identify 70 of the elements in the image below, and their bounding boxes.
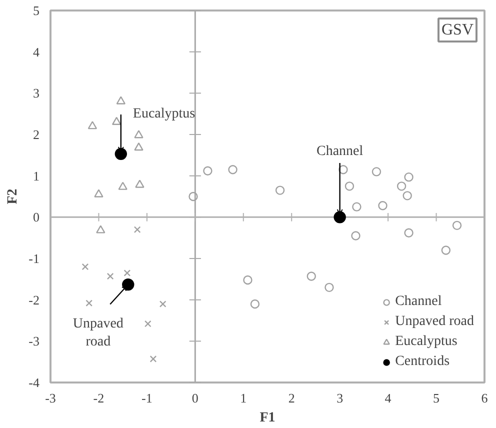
legend-label: Eucalyptus bbox=[395, 334, 458, 350]
point bbox=[144, 320, 152, 328]
point bbox=[452, 220, 462, 230]
point bbox=[441, 246, 451, 255]
point bbox=[378, 201, 388, 210]
point bbox=[188, 192, 198, 202]
point bbox=[150, 356, 157, 362]
y-tick-label: 1 bbox=[33, 168, 40, 184]
point bbox=[96, 225, 106, 234]
point bbox=[134, 130, 144, 138]
x-tick-label: 6 bbox=[481, 390, 488, 406]
point bbox=[82, 263, 89, 270]
point bbox=[112, 116, 122, 126]
x-tick-label: 1 bbox=[240, 390, 247, 406]
point bbox=[94, 189, 104, 198]
y-tick-label: 4 bbox=[33, 44, 40, 60]
legend-label: Unpaved road bbox=[395, 314, 474, 330]
point bbox=[122, 278, 134, 291]
point bbox=[159, 300, 166, 308]
point bbox=[114, 148, 128, 160]
x-tick-label: 5 bbox=[433, 390, 440, 406]
point bbox=[134, 142, 144, 151]
point bbox=[372, 167, 382, 176]
point bbox=[344, 182, 354, 191]
point bbox=[118, 182, 128, 190]
point bbox=[334, 211, 346, 224]
point bbox=[324, 282, 334, 292]
y-tick-label: -4 bbox=[28, 375, 40, 390]
x-tick-label: 3 bbox=[336, 390, 344, 406]
legend-label: Centroids bbox=[395, 354, 450, 370]
x-axis-title: F1 bbox=[260, 410, 276, 426]
legend-label: Channel bbox=[395, 294, 442, 310]
x-tick-label: -3 bbox=[45, 390, 56, 406]
y-tick-label: -2 bbox=[28, 292, 40, 308]
x-tick-label: -2 bbox=[93, 390, 104, 406]
point bbox=[243, 275, 252, 285]
annotation: Eucalyptus bbox=[132, 106, 196, 122]
point bbox=[134, 226, 141, 233]
point bbox=[404, 228, 414, 238]
x-tick-label: -1 bbox=[142, 390, 152, 406]
x-tick-label: 4 bbox=[384, 390, 392, 406]
annotation: Channel bbox=[316, 144, 364, 160]
y-tick-label: -3 bbox=[28, 334, 40, 349]
y-tick-label: 0 bbox=[33, 210, 40, 225]
x-tick-label: 0 bbox=[192, 390, 198, 406]
point bbox=[396, 182, 406, 191]
point bbox=[228, 165, 238, 174]
point bbox=[250, 299, 260, 309]
y-tick-label: 5 bbox=[33, 3, 40, 18]
point bbox=[106, 272, 114, 280]
y-axis-title: F2 bbox=[6, 188, 21, 204]
point bbox=[203, 166, 212, 176]
point bbox=[88, 121, 98, 130]
point bbox=[338, 165, 348, 174]
point bbox=[86, 300, 93, 307]
point bbox=[124, 270, 131, 276]
annotation: Unpaved road bbox=[72, 316, 124, 350]
point bbox=[404, 172, 414, 182]
point bbox=[402, 191, 412, 200]
y-tick-label: 2 bbox=[33, 127, 40, 142]
point bbox=[135, 180, 144, 188]
point bbox=[116, 96, 126, 104]
x-tick-label: 2 bbox=[288, 390, 295, 406]
text: GSV bbox=[441, 22, 474, 38]
y-tick-label: -1 bbox=[28, 251, 40, 266]
point bbox=[306, 272, 316, 281]
point bbox=[351, 231, 360, 240]
point bbox=[275, 186, 285, 195]
point bbox=[352, 202, 362, 212]
y-tick-label: 3 bbox=[33, 86, 40, 101]
